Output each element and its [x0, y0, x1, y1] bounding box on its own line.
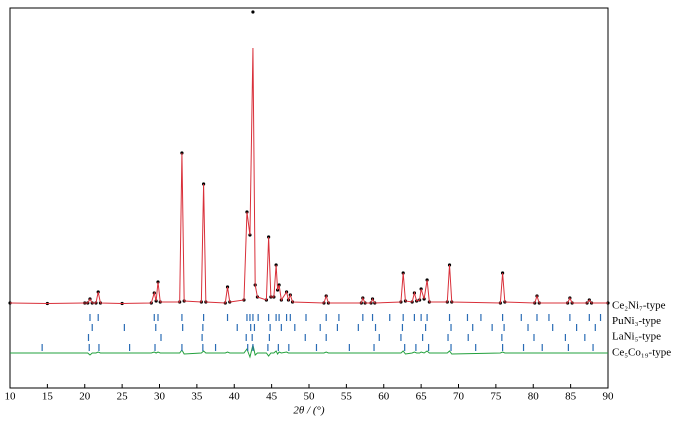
- x-tick-label: 65: [416, 391, 428, 403]
- phase-label: LaNi₅-type: [612, 331, 661, 343]
- x-tick-label: 70: [453, 391, 465, 403]
- x-tick-label: 30: [154, 391, 166, 403]
- x-axis-label: 2θ / (°): [293, 405, 325, 417]
- x-tick-label: 60: [378, 391, 390, 403]
- x-tick-label: 85: [565, 391, 577, 403]
- phase-label: Ce₂Ni₇-type: [612, 300, 666, 312]
- x-tick-label: 75: [490, 391, 502, 403]
- x-tick-label: 80: [528, 391, 540, 403]
- x-tick-label: 40: [229, 391, 241, 403]
- phase-label: PuNi₃-type: [612, 315, 661, 327]
- x-tick-label: 90: [603, 391, 615, 403]
- x-tick-label: 15: [42, 391, 54, 403]
- series-line: [9, 47, 608, 305]
- x-tick-label: 10: [5, 391, 17, 403]
- x-tick-label: 50: [304, 391, 316, 403]
- plot-frame: [9, 7, 609, 389]
- x-tick-label: 35: [191, 391, 203, 403]
- phase-label: Ce₅Co₁₉-type: [612, 346, 671, 358]
- x-tick-label: 20: [79, 391, 91, 403]
- series-line: [10, 344, 608, 359]
- x-tick-label: 25: [117, 391, 129, 403]
- data-point: [251, 10, 255, 14]
- x-tick-label: 45: [266, 391, 278, 403]
- x-tick-label: 55: [341, 391, 353, 403]
